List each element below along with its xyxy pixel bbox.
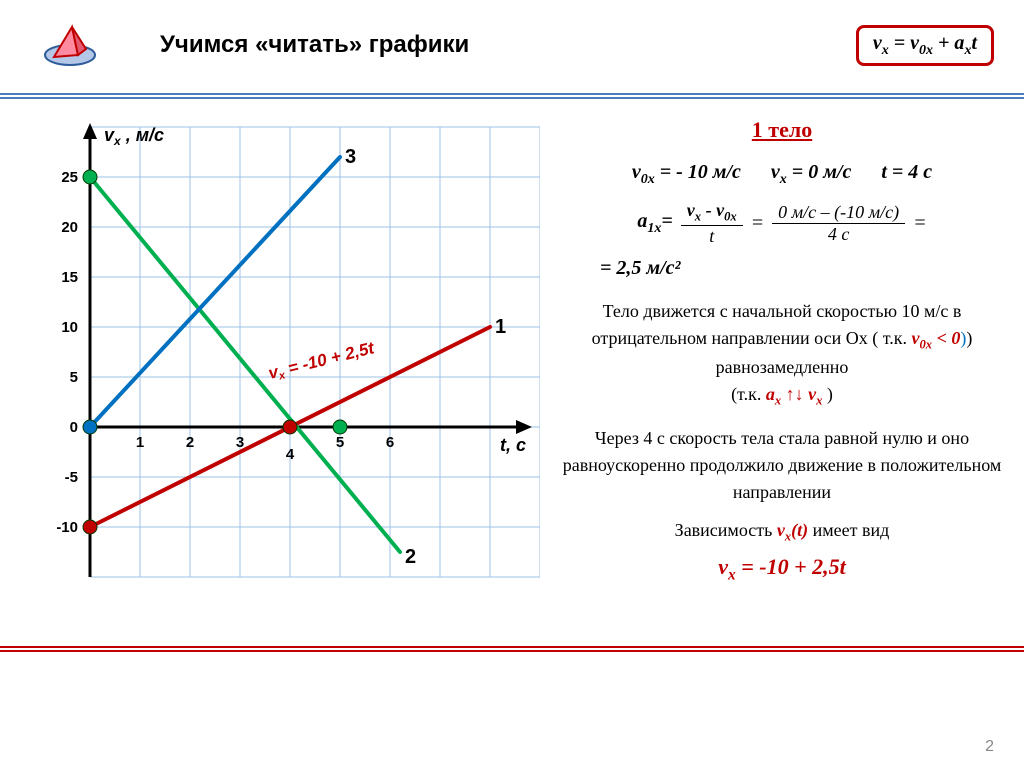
svg-text:vx = -10 + 2,5t: vx = -10 + 2,5t bbox=[266, 338, 377, 385]
dependency-line: Зависимость vx(t) имеет вид bbox=[560, 520, 1004, 545]
dep-c: имеет вид bbox=[808, 520, 889, 540]
svg-text:vx , м/с: vx , м/с bbox=[104, 125, 164, 148]
footer-divider bbox=[0, 646, 1024, 652]
chart-svg: -10 -5 0 5 10 15 20 25 1 2 3 4 5 6 vx , м/с t, с 1 vx = -… bbox=[20, 117, 540, 627]
svg-text:1: 1 bbox=[136, 434, 144, 451]
header: Учимся «читать» графики vx = v0x + axt bbox=[0, 0, 1024, 85]
logo-icon bbox=[30, 15, 100, 75]
dep-a: Зависимость bbox=[675, 520, 777, 540]
svg-text:15: 15 bbox=[61, 269, 78, 286]
paragraph-1: Тело движется с начальной скоростью 10 м… bbox=[560, 298, 1004, 411]
equals2: = bbox=[913, 212, 927, 235]
accel-lhs: a1x= bbox=[637, 210, 672, 237]
body-heading: 1 тело bbox=[560, 117, 1004, 143]
svg-text:10: 10 bbox=[61, 319, 78, 336]
frac1-num: vx - v0x bbox=[681, 200, 743, 226]
equals1: = bbox=[751, 212, 765, 235]
given-t: t = 4 с bbox=[881, 161, 932, 188]
top-divider bbox=[0, 93, 1024, 99]
svg-text:2: 2 bbox=[186, 434, 194, 451]
accel-result: = 2,5 м/с² bbox=[600, 257, 1004, 280]
p1a: Тело движется с начальной скоростью 10 м… bbox=[592, 301, 962, 348]
svg-text:5: 5 bbox=[70, 369, 78, 386]
svg-text:2: 2 bbox=[405, 546, 416, 568]
svg-text:20: 20 bbox=[61, 219, 78, 236]
svg-text:6: 6 bbox=[386, 434, 394, 451]
frac1: vx - v0x t bbox=[681, 200, 743, 247]
p1-red1: v0x < 0 bbox=[911, 328, 960, 348]
page-title: Учимся «читать» графики bbox=[160, 31, 469, 59]
p1c: (т.к. bbox=[731, 384, 766, 404]
svg-text:25: 25 bbox=[61, 169, 78, 186]
frac2: 0 м/с – (-10 м/с) 4 с bbox=[772, 202, 905, 245]
frac2-num: 0 м/с – (-10 м/с) bbox=[772, 202, 905, 224]
p1d: ) bbox=[822, 384, 833, 404]
svg-text:4: 4 bbox=[286, 446, 295, 463]
svg-text:-5: -5 bbox=[65, 469, 78, 486]
frac2-den: 4 с bbox=[772, 224, 905, 245]
page-number: 2 bbox=[985, 738, 994, 756]
content: -10 -5 0 5 10 15 20 25 1 2 3 4 5 6 vx , м/с t, с 1 vx = -… bbox=[0, 117, 1024, 632]
p1-red2: ax ↑↓ vx bbox=[766, 384, 823, 404]
analysis-text: 1 тело v0x = - 10 м/с vx = 0 м/с t = 4 с… bbox=[540, 117, 1004, 632]
svg-text:3: 3 bbox=[345, 146, 356, 168]
paragraph-2: Через 4 с скорость тела стала равной нул… bbox=[560, 425, 1004, 506]
final-equation: vx = -10 + 2,5t bbox=[560, 554, 1004, 584]
dep-b: vx(t) bbox=[777, 520, 808, 540]
main-formula: vx = v0x + axt bbox=[856, 25, 994, 66]
svg-text:t, с: t, с bbox=[500, 435, 526, 455]
svg-text:5: 5 bbox=[336, 434, 344, 451]
frac1-den: t bbox=[681, 226, 743, 247]
svg-text:1: 1 bbox=[495, 316, 506, 338]
velocity-chart: -10 -5 0 5 10 15 20 25 1 2 3 4 5 6 vx , м/с t, с 1 vx = -… bbox=[20, 117, 540, 632]
givens-row: v0x = - 10 м/с vx = 0 м/с t = 4 с bbox=[560, 161, 1004, 188]
svg-text:-10: -10 bbox=[56, 519, 78, 536]
given-vx: vx = 0 м/с bbox=[771, 161, 851, 188]
svg-text:0: 0 bbox=[70, 419, 78, 436]
given-v0x: v0x = - 10 м/с bbox=[632, 161, 741, 188]
acceleration-calc: a1x= vx - v0x t = 0 м/с – (-10 м/с) 4 с … bbox=[560, 200, 1004, 247]
